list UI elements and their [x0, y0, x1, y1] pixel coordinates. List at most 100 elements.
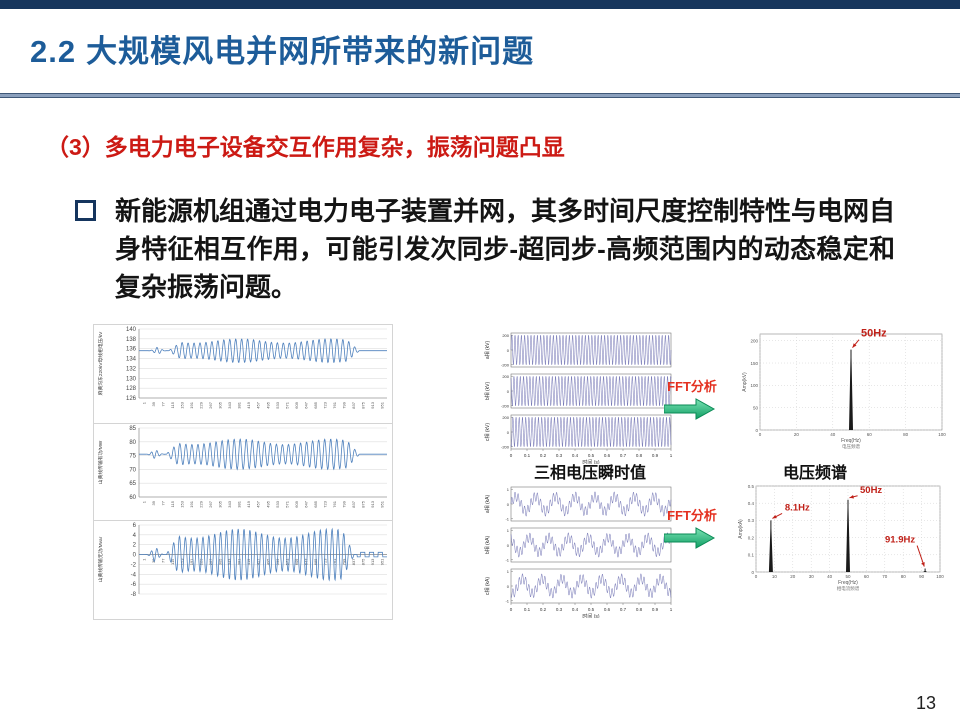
- svg-text:77: 77: [160, 401, 165, 406]
- svg-text:0: 0: [507, 543, 510, 548]
- active-power-oscillation-chart: 85 80 75 70 65 60 山黄线传输有功/MW 1 39 77 115 153 191 229 2…: [93, 423, 393, 523]
- svg-text:0: 0: [507, 584, 510, 589]
- svg-text:723: 723: [323, 558, 328, 565]
- svg-text:115: 115: [170, 500, 175, 507]
- svg-text:50: 50: [845, 574, 851, 579]
- svg-text:0.2: 0.2: [540, 607, 547, 612]
- svg-text:457: 457: [256, 401, 261, 408]
- svg-text:134: 134: [126, 357, 137, 363]
- svg-text:533: 533: [275, 401, 280, 408]
- svg-text:495: 495: [265, 401, 270, 408]
- svg-text:0.2: 0.2: [540, 453, 547, 458]
- svg-text:913: 913: [370, 500, 375, 507]
- svg-text:229: 229: [199, 401, 204, 408]
- svg-text:130: 130: [126, 376, 137, 382]
- svg-text:70: 70: [882, 574, 888, 579]
- svg-text:0.9: 0.9: [652, 453, 659, 458]
- svg-text:-2: -2: [131, 562, 137, 568]
- svg-text:1: 1: [507, 487, 510, 492]
- svg-text:457: 457: [256, 500, 261, 507]
- fft-arrow-icon: [664, 527, 716, 549]
- svg-text:951: 951: [380, 500, 385, 507]
- svg-text:0.8: 0.8: [636, 607, 643, 612]
- svg-text:-1: -1: [505, 558, 509, 563]
- reactive-power-oscillation-chart: 6 4 2 0 -2 -4 -6 -8 山黄线传输无功/Mvar 1 39 77 115 153 191 22…: [93, 520, 393, 620]
- top-accent-bar: [0, 0, 960, 9]
- svg-text:126: 126: [126, 396, 137, 402]
- svg-text:647: 647: [303, 500, 308, 507]
- svg-text:419: 419: [246, 401, 251, 408]
- svg-text:Amp(kA): Amp(kA): [738, 519, 744, 539]
- fft-analysis-top: FFT分析: [664, 376, 720, 421]
- svg-text:191: 191: [189, 401, 194, 408]
- voltage-spectrum-chart: 0 50 100 150 200 0 20 40 60 80 100 Amp(kV) Freq(Hz) 电…: [716, 320, 956, 460]
- svg-text:343: 343: [227, 401, 232, 408]
- svg-text:b相 (kV): b相 (kV): [484, 382, 491, 401]
- svg-text:1: 1: [141, 558, 146, 561]
- svg-text:381: 381: [237, 500, 242, 507]
- svg-text:1: 1: [141, 401, 146, 404]
- svg-text:0.5: 0.5: [588, 453, 595, 458]
- svg-text:609: 609: [294, 401, 299, 408]
- svg-text:65: 65: [129, 481, 136, 487]
- svg-text:647: 647: [303, 401, 308, 408]
- svg-text:533: 533: [275, 500, 280, 507]
- current-spectrum-chart: 0 0.1 0.2 0.3 0.4 0.5 0 10 20 30 40 50 60 70 80 90 100 Am…: [710, 476, 958, 604]
- svg-text:100: 100: [750, 383, 758, 388]
- svg-text:305: 305: [218, 401, 223, 408]
- svg-text:837: 837: [351, 401, 356, 408]
- svg-text:495: 495: [265, 558, 270, 565]
- svg-text:30: 30: [809, 574, 815, 579]
- svg-text:685: 685: [313, 500, 318, 507]
- svg-text:70: 70: [129, 467, 136, 473]
- svg-text:1: 1: [141, 500, 146, 503]
- svg-text:609: 609: [294, 558, 299, 565]
- svg-text:80: 80: [903, 432, 909, 437]
- svg-text:138: 138: [126, 337, 137, 343]
- svg-text:0: 0: [507, 430, 510, 435]
- svg-text:85: 85: [129, 426, 136, 432]
- svg-text:0.4: 0.4: [572, 453, 579, 458]
- svg-text:50: 50: [753, 405, 759, 410]
- svg-text:时间 (s): 时间 (s): [582, 613, 600, 618]
- svg-text:0: 0: [507, 348, 510, 353]
- svg-text:200: 200: [502, 374, 509, 379]
- svg-text:-4: -4: [131, 572, 137, 578]
- svg-text:90: 90: [919, 574, 925, 579]
- svg-text:0.3: 0.3: [748, 518, 755, 523]
- svg-text:761: 761: [332, 401, 337, 408]
- svg-text:50Hz: 50Hz: [860, 485, 882, 496]
- svg-text:0: 0: [759, 432, 762, 437]
- svg-text:685: 685: [313, 558, 318, 565]
- svg-text:60: 60: [867, 432, 873, 437]
- title-text: 大规模风电并网所带来的新问题: [86, 34, 535, 69]
- svg-text:200: 200: [502, 415, 509, 420]
- svg-text:山黄线传输无功/Mvar: 山黄线传输无功/Mvar: [97, 536, 104, 582]
- svg-text:2: 2: [133, 543, 137, 549]
- svg-text:799: 799: [342, 500, 347, 507]
- svg-text:8.1Hz: 8.1Hz: [785, 502, 810, 513]
- svg-text:-6: -6: [131, 582, 137, 588]
- svg-text:0: 0: [755, 428, 758, 433]
- svg-text:1: 1: [507, 528, 510, 533]
- svg-text:时间 (s): 时间 (s): [582, 459, 600, 464]
- svg-text:0.1: 0.1: [524, 453, 531, 458]
- svg-text:761: 761: [332, 500, 337, 507]
- three-phase-current-waveforms: 1 0 -1 a相 (kA) 1 0 -1 b相 (kA) 1 0 -1 c相 (kA) 0 0.1 0.2…: [481, 484, 676, 618]
- svg-text:419: 419: [246, 500, 251, 507]
- svg-text:60: 60: [864, 574, 870, 579]
- svg-text:837: 837: [351, 558, 356, 565]
- section-number: 2.2: [30, 34, 77, 69]
- svg-text:136: 136: [126, 347, 137, 353]
- svg-text:麻黄沟东220kV母线相电压/kV: 麻黄沟东220kV母线相电压/kV: [97, 331, 104, 396]
- svg-text:40: 40: [830, 432, 836, 437]
- svg-text:267: 267: [208, 401, 213, 408]
- svg-text:50Hz: 50Hz: [861, 328, 887, 340]
- svg-text:305: 305: [218, 500, 223, 507]
- svg-text:1: 1: [670, 607, 673, 612]
- svg-text:0.6: 0.6: [604, 607, 611, 612]
- svg-text:-200: -200: [501, 363, 510, 368]
- svg-text:913: 913: [370, 558, 375, 565]
- svg-text:91.9Hz: 91.9Hz: [885, 535, 915, 546]
- svg-text:6: 6: [133, 523, 137, 529]
